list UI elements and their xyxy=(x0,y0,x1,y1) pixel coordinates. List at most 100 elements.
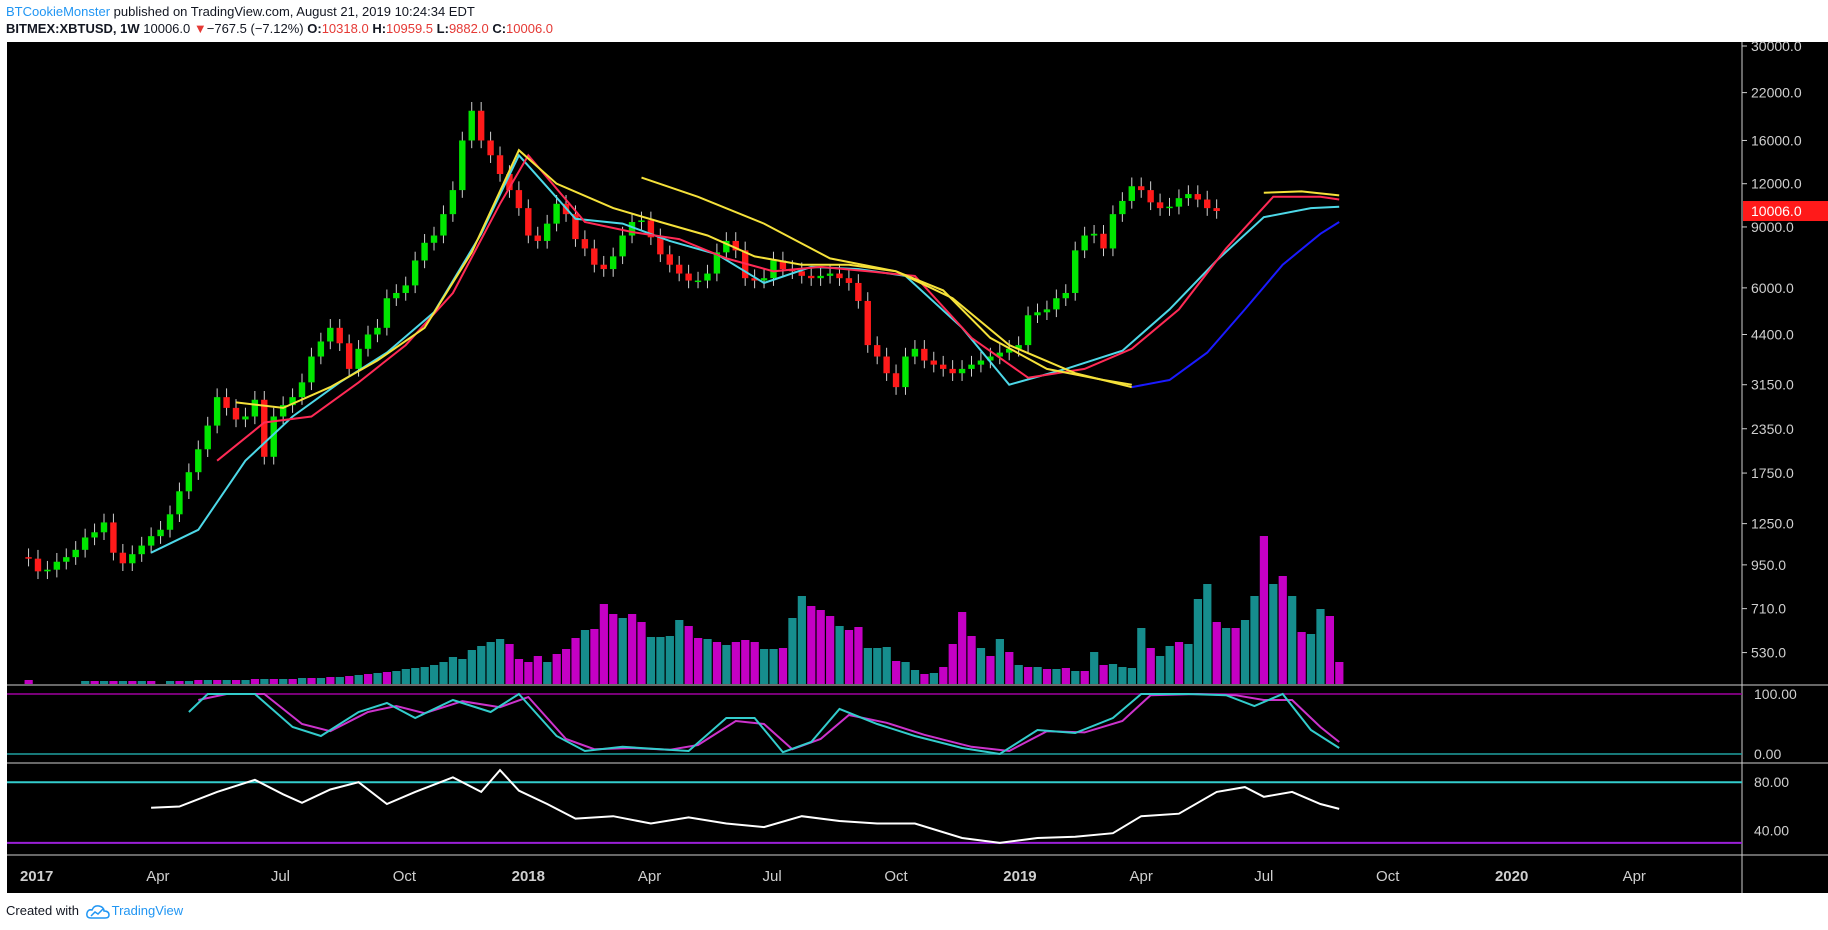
candle-body xyxy=(1194,194,1201,200)
volume-bar xyxy=(1250,596,1259,684)
candle-body xyxy=(1006,348,1013,353)
candle-body xyxy=(798,271,805,276)
candle-body xyxy=(609,256,617,270)
candle-body xyxy=(383,298,391,328)
last-price-tag xyxy=(1743,201,1828,222)
volume-bar xyxy=(109,681,118,684)
price-tick-label: 6000.0 xyxy=(1751,280,1794,296)
volume-bar xyxy=(448,657,458,684)
volume-bar xyxy=(882,647,891,684)
volume-bar xyxy=(967,636,976,684)
candle-body xyxy=(826,273,834,276)
candle-body xyxy=(638,220,645,223)
candle-body xyxy=(34,558,42,572)
volume-bar xyxy=(147,681,156,684)
candle-body xyxy=(1175,198,1183,207)
candle-body xyxy=(289,397,296,406)
close-label: C: xyxy=(492,21,507,36)
created-with-text: Created with xyxy=(6,903,79,918)
moving-average-red xyxy=(216,153,1340,462)
volume-bar xyxy=(665,636,674,684)
volume-bar xyxy=(1024,667,1033,684)
candle-body xyxy=(657,237,664,255)
volume-bar xyxy=(382,672,392,684)
volume-bar xyxy=(1306,634,1316,684)
candle-body xyxy=(864,300,871,346)
volume-bar xyxy=(939,667,948,684)
volume-bar xyxy=(99,681,109,684)
volume-bar xyxy=(1080,671,1089,684)
time-tick-label: Apr xyxy=(1130,868,1153,885)
candle-body xyxy=(374,327,381,335)
candle-body xyxy=(1024,315,1032,346)
candle-body xyxy=(53,561,61,570)
candle-body xyxy=(845,278,853,283)
candle-body xyxy=(855,282,862,301)
volume-bar xyxy=(250,679,260,684)
candle-body xyxy=(515,190,523,209)
moving-average-yellow xyxy=(235,148,1132,409)
candle-body xyxy=(647,220,655,238)
volume-bar xyxy=(184,681,194,684)
volume-bar xyxy=(458,659,467,684)
candle-body xyxy=(176,491,183,515)
tradingview-brand-link[interactable]: TradingView xyxy=(111,903,184,918)
volume-bar xyxy=(1099,665,1108,684)
volume-bar xyxy=(901,662,910,684)
volume-bar xyxy=(1269,584,1278,684)
candle-body xyxy=(261,399,268,457)
candle-body xyxy=(364,334,372,349)
stoch-k-line xyxy=(188,692,1340,756)
candle-body xyxy=(1072,250,1079,293)
volume-bar xyxy=(656,637,665,684)
volume-bar xyxy=(609,614,618,684)
volume-bar xyxy=(637,622,646,684)
volume-bar xyxy=(958,612,967,684)
volume-bar xyxy=(288,679,297,684)
volume-bar xyxy=(1174,642,1184,684)
time-tick-label: Jul xyxy=(763,868,782,885)
price-tick-label: 950.0 xyxy=(1751,557,1786,573)
candle-body xyxy=(100,522,108,533)
candle-body xyxy=(543,223,551,241)
volume-bar xyxy=(628,614,637,684)
candle-body xyxy=(355,348,362,369)
volume-bar xyxy=(1240,620,1250,684)
price-tick-label: 1750.0 xyxy=(1751,465,1794,481)
candle-body xyxy=(298,382,306,398)
change-value: −767.5 (−7.12%) xyxy=(206,21,304,36)
candle-body xyxy=(166,514,174,530)
moving-average-yellow-recent xyxy=(1263,190,1340,197)
change-arrow-icon: ▼ xyxy=(193,21,207,36)
volume-bar xyxy=(1146,648,1155,684)
candle-body xyxy=(270,416,277,457)
volume-bar xyxy=(646,637,656,684)
ohlc-legend: BITMEX:XBTUSD, 1W 10006.0 ▼−767.5 (−7.12… xyxy=(6,21,553,36)
volume-bar xyxy=(1222,628,1231,684)
candle-body xyxy=(251,399,259,417)
volume-bar xyxy=(307,678,316,684)
candle-body xyxy=(393,292,400,299)
candle-body xyxy=(666,254,673,265)
rsi-tick-label: 40.00 xyxy=(1754,823,1789,839)
time-tick-label: Oct xyxy=(884,868,908,885)
candle-body xyxy=(487,140,494,156)
volume-bar xyxy=(90,681,99,684)
volume-bar xyxy=(165,681,175,684)
volume-bar xyxy=(1137,628,1146,684)
volume-bar xyxy=(995,639,1004,684)
candle-body xyxy=(525,208,532,236)
candle-body xyxy=(345,343,353,369)
moving-average-yellow-long xyxy=(641,176,1133,389)
candle-body xyxy=(987,356,994,361)
candle-body xyxy=(327,327,334,342)
volume-bar xyxy=(712,642,722,684)
volume-bar xyxy=(1278,576,1287,684)
volume-bar xyxy=(684,626,693,684)
published-text: published on TradingView.com, August 21,… xyxy=(113,4,475,19)
volume-bar xyxy=(1014,665,1023,684)
author-link[interactable]: BTCookieMonster xyxy=(6,4,111,19)
price-tick-label: 530.0 xyxy=(1751,645,1786,661)
volume-bar xyxy=(1259,536,1268,684)
